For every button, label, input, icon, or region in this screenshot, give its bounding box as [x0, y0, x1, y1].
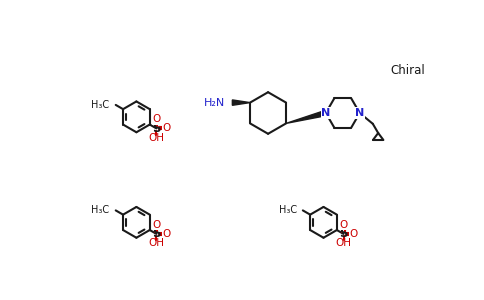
Text: O: O [152, 220, 161, 230]
Text: H₃C: H₃C [91, 206, 109, 215]
Text: S: S [152, 122, 161, 135]
Text: OH: OH [149, 238, 165, 248]
Text: S: S [339, 227, 348, 240]
Text: H₂N: H₂N [204, 98, 226, 108]
Text: O: O [152, 114, 161, 124]
Text: S: S [152, 227, 161, 240]
Polygon shape [286, 110, 327, 123]
Text: O: O [339, 220, 348, 230]
Text: N: N [321, 108, 331, 118]
Text: H₃C: H₃C [279, 206, 297, 215]
Text: O: O [349, 229, 358, 239]
Text: H₃C: H₃C [91, 100, 109, 110]
Text: O: O [162, 229, 170, 239]
Text: Chiral: Chiral [391, 64, 425, 77]
Text: OH: OH [149, 133, 165, 142]
Polygon shape [232, 100, 250, 105]
Text: OH: OH [335, 238, 351, 248]
Text: N: N [355, 108, 364, 118]
Text: O: O [162, 123, 170, 134]
